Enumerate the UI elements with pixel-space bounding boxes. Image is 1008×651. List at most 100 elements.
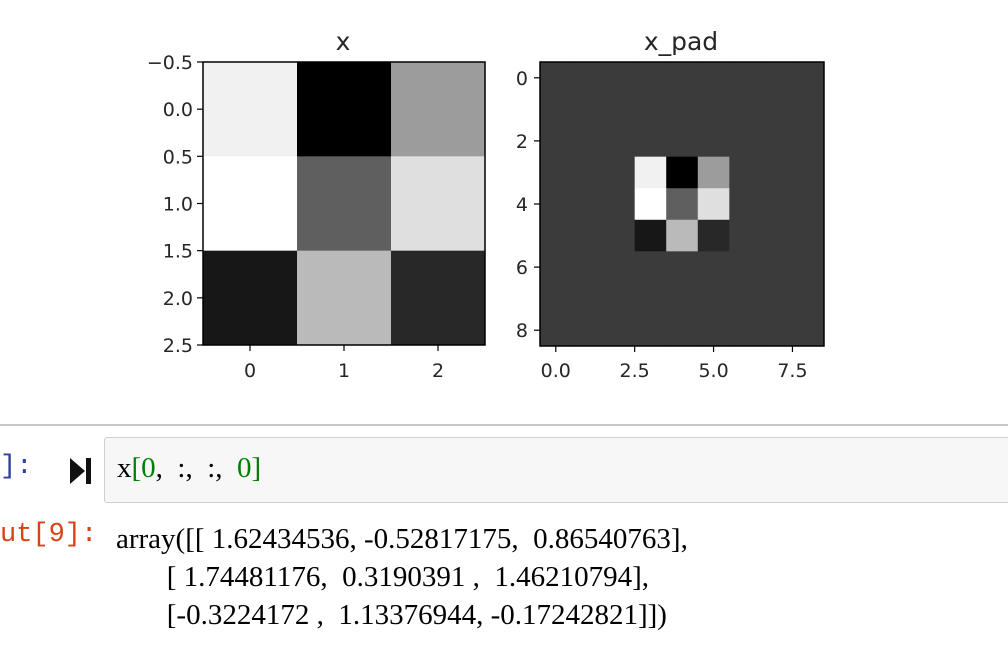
image-cell [203,250,298,346]
plot-x-image [203,62,486,346]
image-cell [697,251,730,284]
x-tick-label: 1 [338,360,350,382]
image-cell [697,62,730,95]
code-close-bracket: ] [251,452,262,484]
run-cell-icon[interactable] [70,458,92,484]
plot-x: x −0.5 0.0 0.5 1.0 1.5 2.0 2.5 0 1 2 [147,27,486,382]
image-cell [760,314,793,347]
y-tick-label: 2 [516,131,528,153]
y-tick-label: 2.5 [163,335,193,357]
image-cell [729,93,762,126]
image-cell [760,62,793,95]
plot-x-pad-title: x_pad [644,27,718,56]
image-cell [603,62,636,95]
y-tick-label: 1.0 [163,194,193,216]
image-cell [540,251,573,284]
plot-x-pad-image [540,62,825,347]
image-cell [729,156,762,189]
code-slices: , :, :, [155,452,238,484]
code-cell: ]: x[0, :, :, 0] [0,424,1008,514]
image-cell [571,219,604,252]
image-cell [729,314,762,347]
image-cell [666,188,699,221]
image-cell [571,314,604,347]
image-cell [666,314,699,347]
image-cell [666,219,699,252]
y-tick-label: 2.0 [163,288,193,310]
image-cell [697,282,730,315]
image-cell [697,156,730,189]
code-index-3: 0 [237,452,252,484]
plot-x-y-ticks: −0.5 0.0 0.5 1.0 1.5 2.0 2.5 [147,52,203,357]
image-cell [666,125,699,158]
code-variable: x [117,452,132,484]
code-line[interactable]: x[0, :, :, 0] [117,452,261,485]
image-cell [666,282,699,315]
plot-x-pad: x_pad 0 2 4 6 8 0.0 2.5 5.0 7.5 [516,27,825,382]
image-cell [297,156,392,252]
image-cell [729,125,762,158]
matplotlib-figure: x −0.5 0.0 0.5 1.0 1.5 2.0 2.5 0 1 2 x_pad 0 2 4 6 8… [147,27,825,382]
image-cell [571,156,604,189]
image-cell [203,62,298,157]
image-cell [603,156,636,189]
image-cell [760,282,793,315]
image-cell [634,219,667,252]
y-tick-label: 0 [516,68,528,90]
image-cell [792,188,825,221]
image-cell [603,314,636,347]
image-cell [540,314,573,347]
code-open-bracket: [ [131,452,142,484]
image-cell [792,156,825,189]
plot-x-pad-x-ticks: 0.0 2.5 5.0 7.5 [541,346,808,382]
y-tick-label: 0.0 [163,99,193,121]
image-cell [391,156,486,252]
image-cell [634,282,667,315]
image-cell [297,62,392,157]
image-cell [603,125,636,158]
image-cell [792,125,825,158]
image-cell [571,251,604,284]
image-cell [203,156,298,252]
image-cell [634,62,667,95]
image-cell [297,250,392,346]
image-cell [729,188,762,221]
image-cell [792,251,825,284]
y-tick-label: 4 [516,194,528,216]
image-cell [729,219,762,252]
x-tick-label: 0 [244,360,256,382]
image-cell [571,188,604,221]
image-cell [792,93,825,126]
image-cell [792,282,825,315]
image-cell [571,125,604,158]
x-tick-label: 7.5 [777,360,807,382]
image-cell [571,62,604,95]
x-tick-label: 0.0 [541,360,571,382]
image-cell [634,188,667,221]
image-cell [603,282,636,315]
image-cell [729,251,762,284]
code-editor[interactable]: x[0, :, :, 0] [104,437,1008,503]
image-cell [760,219,793,252]
image-cell [760,188,793,221]
image-cell [540,93,573,126]
y-tick-label: −0.5 [147,52,193,74]
image-cell [571,93,604,126]
image-cell [729,62,762,95]
image-cell [540,188,573,221]
image-cell [391,250,486,346]
image-cell [540,62,573,95]
image-cell [603,219,636,252]
image-cell [634,314,667,347]
image-cell [760,251,793,284]
image-cell [792,314,825,347]
image-cell [666,93,699,126]
image-cell [540,156,573,189]
code-index-0: 0 [141,452,156,484]
image-cell [634,125,667,158]
plot-x-title: x [336,27,351,56]
input-prompt: ]: [0,452,33,482]
image-cell [540,219,573,252]
plot-x-x-ticks: 0 1 2 [244,345,444,382]
image-cell [603,93,636,126]
